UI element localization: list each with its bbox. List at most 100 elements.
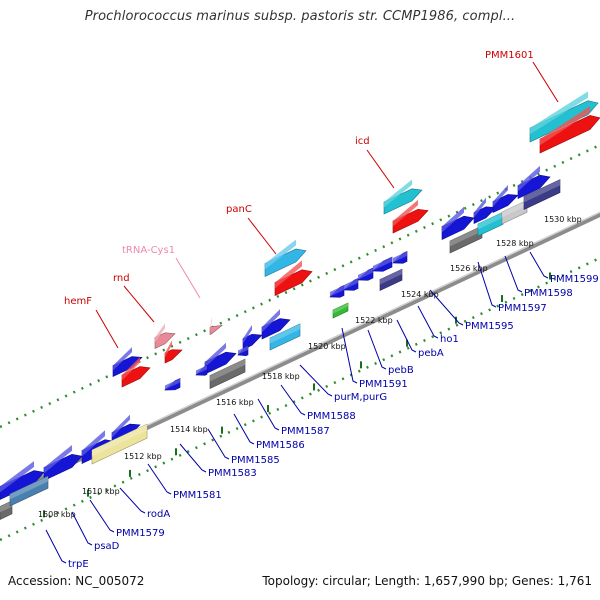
gene-feature-36[interactable] bbox=[379, 268, 403, 291]
dot-line-top bbox=[0, 143, 600, 429]
gene-feature-15[interactable] bbox=[392, 250, 408, 264]
gene-label-hemF[interactable]: hemF bbox=[64, 296, 92, 307]
gene-feature-9[interactable] bbox=[492, 185, 519, 213]
gene-label-PMM1587[interactable]: PMM1587 bbox=[281, 426, 330, 437]
gene-feature-1[interactable] bbox=[43, 444, 83, 481]
gene-features bbox=[0, 91, 600, 520]
gene-feature-12[interactable] bbox=[343, 277, 359, 291]
scale-tick-label-9: 1526 kbp bbox=[450, 264, 488, 273]
gene-label-PMM1601[interactable]: PMM1601 bbox=[485, 50, 534, 61]
map-title: Prochlorococcus marinus subsp. pastoris … bbox=[84, 9, 516, 24]
gene-feature-38[interactable] bbox=[477, 211, 504, 237]
gene-label-PMM1598[interactable]: PMM1598 bbox=[524, 288, 573, 299]
callout-line-PMM1581 bbox=[147, 463, 172, 495]
gene-label-rodA[interactable]: rodA bbox=[147, 509, 170, 520]
gene-feature-25[interactable] bbox=[392, 199, 429, 234]
gene-feature-0[interactable] bbox=[0, 461, 45, 500]
callout-line-PMM1583 bbox=[179, 443, 207, 473]
gene-label-panC[interactable]: panC bbox=[226, 204, 252, 215]
scale-tick-label-6: 1520 kbp bbox=[308, 342, 346, 351]
scale-tick-label-2: 1512 kbp bbox=[124, 452, 162, 461]
gene-feature-31[interactable] bbox=[91, 423, 148, 465]
gene-label-trpE[interactable]: trpE bbox=[68, 559, 89, 570]
gene-label-PMM1588[interactable]: PMM1588 bbox=[307, 411, 356, 422]
gene-label-PMM1585[interactable]: PMM1585 bbox=[231, 455, 280, 466]
gene-feature-6[interactable] bbox=[261, 309, 291, 340]
callout-line-PMM1599 bbox=[529, 251, 549, 279]
callout-line-rodA bbox=[119, 487, 146, 514]
gene-label-ho1[interactable]: ho1 bbox=[440, 334, 459, 345]
gene-feature-11[interactable] bbox=[329, 284, 345, 298]
gene-feature-30[interactable] bbox=[9, 475, 49, 507]
callout-line-tRNA-Cys1 bbox=[175, 257, 201, 299]
gene-feature-28[interactable] bbox=[209, 317, 223, 335]
gene-label-pebB[interactable]: pebB bbox=[388, 365, 414, 376]
gene-label-PMM1581[interactable]: PMM1581 bbox=[173, 490, 222, 501]
gene-feature-23[interactable] bbox=[274, 260, 313, 296]
gene-feature-29[interactable] bbox=[0, 500, 13, 520]
scale-tick-label-3: 1514 kbp bbox=[170, 425, 208, 434]
grid-dots bbox=[0, 143, 600, 542]
gene-feature-14[interactable] bbox=[372, 256, 393, 272]
gene-feature-7[interactable] bbox=[441, 206, 475, 240]
callout-line-PMM1597 bbox=[477, 261, 497, 308]
accession-label: Accession: NC_005072 bbox=[8, 574, 145, 588]
gene-feature-19[interactable] bbox=[121, 357, 151, 388]
gene-feature-37[interactable] bbox=[449, 225, 483, 254]
scale-tick-label-8: 1524 kbp bbox=[401, 290, 439, 299]
gene-label-purM,purG[interactable]: purM,purG bbox=[334, 392, 387, 403]
gene-label-pebA[interactable]: pebA bbox=[418, 348, 444, 359]
scale-tick-label-4: 1516 kbp bbox=[216, 398, 254, 407]
gene-label-PMM1591[interactable]: PMM1591 bbox=[359, 379, 408, 390]
gene-label-icd[interactable]: icd bbox=[355, 136, 370, 147]
callout-line-hemF bbox=[95, 309, 119, 349]
gene-feature-8[interactable] bbox=[473, 197, 497, 224]
callout-line-purM,purG bbox=[299, 364, 333, 397]
callout-line-trpE bbox=[45, 529, 67, 564]
callout-line-PMM1579 bbox=[89, 499, 115, 533]
callout-line-PMM1586 bbox=[233, 413, 255, 445]
callout-line-rnd bbox=[123, 285, 155, 323]
callout-line-icd bbox=[366, 149, 395, 189]
scale-ticks: 1508 kbp 1510 kbp 1512 kbp 1514 kbp 1516 kbp… bbox=[38, 215, 582, 519]
scale-tick-label-10: 1528 kbp bbox=[496, 239, 534, 248]
gene-feature-33[interactable] bbox=[209, 358, 246, 389]
gene-feature-24[interactable] bbox=[383, 179, 423, 215]
gene-label-rnd[interactable]: rnd bbox=[113, 273, 130, 284]
callout-line-PMM1587 bbox=[257, 398, 280, 431]
gene-label-tRNA-Cys1[interactable]: tRNA-Cys1 bbox=[122, 245, 175, 256]
scale-tick-label-7: 1522 kbp bbox=[355, 316, 393, 325]
scale-tick-label-11: 1530 kbp bbox=[544, 215, 582, 224]
gene-feature-22[interactable] bbox=[264, 239, 307, 277]
gene-feature-21[interactable] bbox=[164, 340, 183, 364]
gene-feature-39[interactable] bbox=[501, 199, 528, 225]
callout-line-PMM1598 bbox=[504, 255, 523, 293]
gene-label-PMM1595[interactable]: PMM1595 bbox=[465, 321, 514, 332]
gene-feature-35[interactable] bbox=[332, 302, 349, 319]
gene-feature-13[interactable] bbox=[357, 267, 374, 281]
gene-feature-40[interactable] bbox=[523, 179, 561, 210]
scale-tick-label-5: 1518 kbp bbox=[262, 372, 300, 381]
gene-feature-32[interactable] bbox=[164, 377, 181, 391]
gene-callouts: hemF rnd tRNA-Cys1 panC icd PMM1601 trpE psaD PM… bbox=[45, 50, 599, 570]
gene-feature-27[interactable] bbox=[539, 106, 600, 154]
gene-feature-34[interactable] bbox=[269, 323, 301, 351]
callout-line-PMM1588 bbox=[280, 384, 306, 416]
topology-label: Topology: circular; Length: 1,657,990 bp… bbox=[262, 574, 592, 588]
scale-tick-label-0: 1508 kbp bbox=[38, 510, 76, 519]
gene-feature-26[interactable] bbox=[529, 91, 599, 143]
gene-label-PMM1597[interactable]: PMM1597 bbox=[498, 303, 547, 314]
gene-label-psaD[interactable]: psaD bbox=[94, 541, 120, 552]
gene-feature-16[interactable] bbox=[237, 345, 249, 357]
callout-line-PMM1595 bbox=[429, 289, 464, 326]
gene-label-PMM1583[interactable]: PMM1583 bbox=[208, 468, 257, 479]
gene-label-PMM1599[interactable]: PMM1599 bbox=[550, 274, 599, 285]
gene-feature-20[interactable] bbox=[154, 323, 176, 349]
gene-feature-17[interactable] bbox=[195, 364, 208, 376]
callout-line-PMM1585 bbox=[207, 428, 230, 460]
gene-label-PMM1586[interactable]: PMM1586 bbox=[256, 440, 305, 451]
gene-feature-5[interactable] bbox=[242, 324, 263, 350]
gene-feature-10[interactable] bbox=[517, 165, 551, 199]
gene-label-PMM1579[interactable]: PMM1579 bbox=[116, 528, 165, 539]
